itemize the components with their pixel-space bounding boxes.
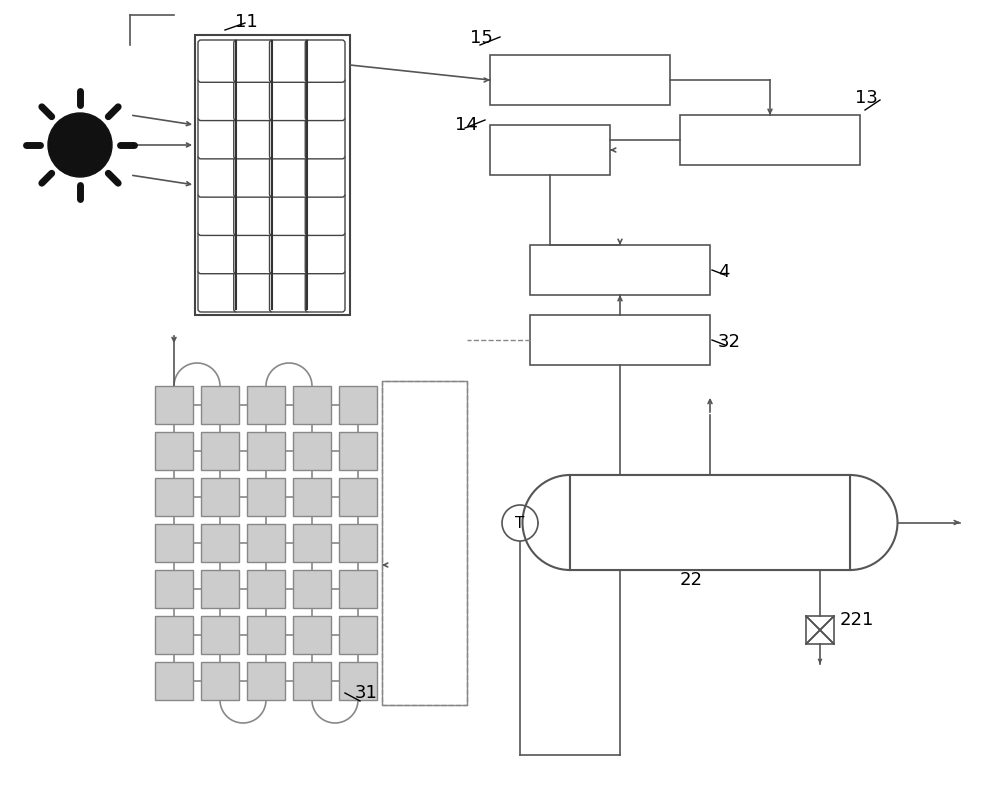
FancyBboxPatch shape (155, 524, 193, 562)
FancyBboxPatch shape (234, 40, 274, 82)
FancyBboxPatch shape (293, 478, 331, 516)
FancyBboxPatch shape (270, 155, 309, 197)
FancyBboxPatch shape (293, 524, 331, 562)
Text: T: T (515, 516, 525, 531)
Text: 13: 13 (855, 89, 878, 107)
FancyBboxPatch shape (201, 432, 239, 470)
FancyBboxPatch shape (155, 432, 193, 470)
FancyBboxPatch shape (293, 662, 331, 700)
FancyBboxPatch shape (201, 570, 239, 608)
FancyBboxPatch shape (339, 432, 377, 470)
FancyBboxPatch shape (247, 478, 285, 516)
FancyBboxPatch shape (234, 155, 274, 197)
FancyBboxPatch shape (234, 232, 274, 274)
FancyBboxPatch shape (155, 662, 193, 700)
Text: 14: 14 (455, 116, 478, 134)
FancyBboxPatch shape (201, 386, 239, 424)
FancyBboxPatch shape (339, 524, 377, 562)
FancyBboxPatch shape (234, 78, 274, 121)
FancyBboxPatch shape (339, 570, 377, 608)
FancyBboxPatch shape (293, 570, 331, 608)
FancyBboxPatch shape (247, 386, 285, 424)
FancyBboxPatch shape (198, 270, 238, 312)
FancyBboxPatch shape (195, 35, 350, 315)
FancyBboxPatch shape (234, 193, 274, 235)
FancyBboxPatch shape (201, 616, 239, 654)
FancyBboxPatch shape (530, 315, 710, 365)
Text: 15: 15 (470, 29, 493, 47)
FancyBboxPatch shape (293, 616, 331, 654)
Text: 22: 22 (680, 571, 703, 589)
FancyBboxPatch shape (305, 78, 345, 121)
FancyBboxPatch shape (234, 270, 274, 312)
FancyBboxPatch shape (339, 478, 377, 516)
FancyBboxPatch shape (247, 570, 285, 608)
Text: 221: 221 (840, 611, 874, 629)
FancyBboxPatch shape (198, 78, 238, 121)
FancyBboxPatch shape (247, 432, 285, 470)
FancyBboxPatch shape (247, 662, 285, 700)
FancyBboxPatch shape (270, 270, 309, 312)
FancyBboxPatch shape (198, 193, 238, 235)
FancyBboxPatch shape (247, 524, 285, 562)
FancyBboxPatch shape (305, 116, 345, 159)
FancyBboxPatch shape (234, 116, 274, 159)
FancyBboxPatch shape (198, 155, 238, 197)
FancyBboxPatch shape (570, 475, 850, 570)
FancyBboxPatch shape (155, 570, 193, 608)
FancyBboxPatch shape (247, 616, 285, 654)
FancyBboxPatch shape (530, 245, 710, 295)
FancyBboxPatch shape (198, 40, 238, 82)
Circle shape (502, 505, 538, 541)
FancyBboxPatch shape (305, 270, 345, 312)
FancyBboxPatch shape (570, 475, 850, 570)
FancyBboxPatch shape (305, 155, 345, 197)
FancyBboxPatch shape (270, 78, 309, 121)
Text: 11: 11 (235, 13, 258, 31)
FancyBboxPatch shape (198, 116, 238, 159)
FancyBboxPatch shape (201, 478, 239, 516)
FancyBboxPatch shape (270, 40, 309, 82)
FancyBboxPatch shape (339, 662, 377, 700)
FancyBboxPatch shape (155, 478, 193, 516)
FancyBboxPatch shape (339, 386, 377, 424)
FancyBboxPatch shape (305, 40, 345, 82)
Text: 31: 31 (355, 684, 378, 702)
FancyBboxPatch shape (270, 116, 309, 159)
FancyBboxPatch shape (201, 662, 239, 700)
FancyBboxPatch shape (339, 616, 377, 654)
FancyBboxPatch shape (305, 193, 345, 235)
FancyBboxPatch shape (155, 386, 193, 424)
Text: 32: 32 (718, 333, 741, 351)
FancyBboxPatch shape (490, 55, 670, 105)
FancyBboxPatch shape (680, 115, 860, 165)
Circle shape (48, 113, 112, 177)
FancyBboxPatch shape (305, 232, 345, 274)
FancyBboxPatch shape (293, 386, 331, 424)
FancyBboxPatch shape (155, 616, 193, 654)
FancyBboxPatch shape (490, 125, 610, 175)
FancyBboxPatch shape (198, 232, 238, 274)
Text: 4: 4 (718, 263, 730, 281)
FancyBboxPatch shape (201, 524, 239, 562)
FancyBboxPatch shape (270, 232, 309, 274)
FancyBboxPatch shape (270, 193, 309, 235)
FancyBboxPatch shape (293, 432, 331, 470)
